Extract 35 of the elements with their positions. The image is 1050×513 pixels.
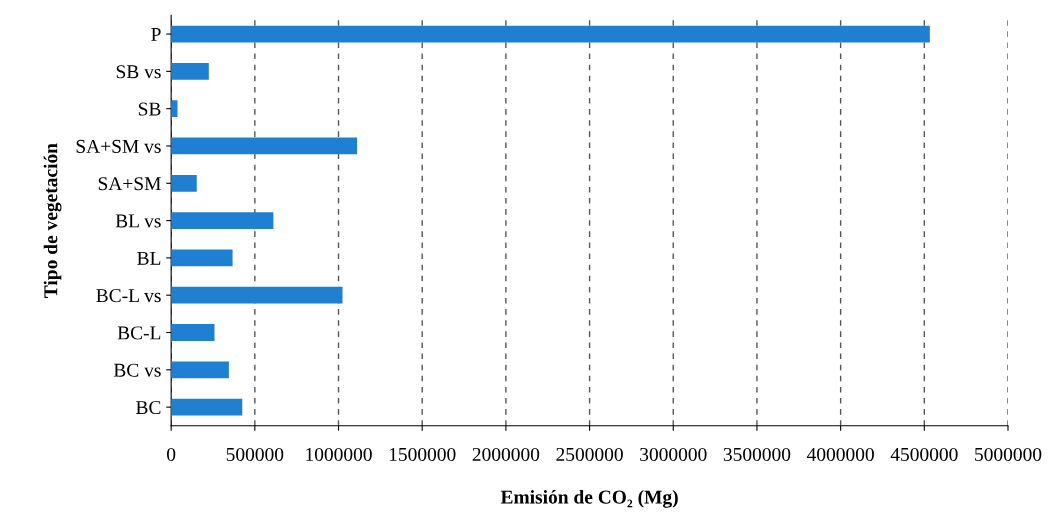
y-tick-label: BC-L	[117, 326, 161, 340]
x-tick-label: 4000000	[806, 447, 874, 461]
x-tick-label: 1000000	[306, 447, 372, 461]
y-tick-label: SB	[138, 102, 161, 116]
x-axis-title: Emisión de CO₂ (Mg)	[500, 489, 678, 508]
x-tick-label: 1500000	[389, 447, 456, 461]
y-tick-label: SA+SM	[98, 177, 161, 191]
bar	[171, 62, 209, 80]
y-tick-label: BL	[137, 251, 161, 265]
y-tick-label: BC vs	[113, 363, 161, 377]
x-tick-label: 5000000	[975, 447, 1042, 461]
y-tick-label: BC	[136, 401, 161, 415]
bar	[171, 25, 930, 43]
y-tick-label: P	[151, 28, 161, 41]
y-tick-label: BC-L vs	[96, 289, 161, 303]
bar	[171, 361, 229, 379]
x-tick-label: 4500000	[890, 447, 958, 461]
bar	[171, 324, 215, 341]
x-tick-label: 2000000	[472, 447, 540, 461]
x-tick-label: 500000	[226, 447, 284, 461]
y-axis-title: Tipo de vegetación	[43, 143, 62, 298]
bar	[171, 212, 274, 229]
y-tick-label: BL vs	[115, 214, 161, 228]
bar	[171, 249, 233, 267]
bar	[171, 398, 243, 416]
x-tick-label: 3500000	[723, 447, 791, 461]
y-tick-label: SA+SM vs	[76, 139, 161, 153]
x-tick-label: 3000000	[640, 447, 707, 461]
x-tick-label: 2500000	[556, 447, 623, 461]
bar	[171, 100, 178, 118]
y-tick-label: SB vs	[116, 65, 161, 79]
bar	[171, 174, 197, 192]
x-tick-label: 0	[167, 447, 176, 461]
bar	[171, 286, 343, 304]
bar	[171, 137, 358, 155]
